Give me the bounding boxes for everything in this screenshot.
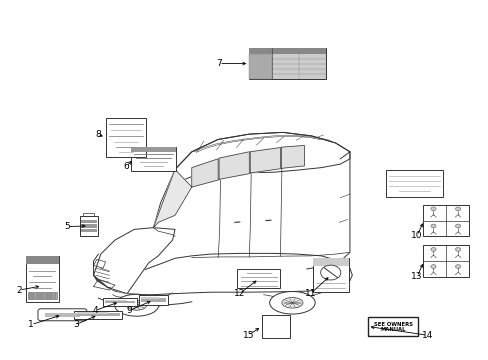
Bar <box>83 213 94 217</box>
Bar <box>130 147 176 171</box>
Bar <box>237 269 280 288</box>
Ellipse shape <box>114 294 159 316</box>
Circle shape <box>454 265 460 269</box>
Bar <box>77 314 120 316</box>
Text: 11: 11 <box>304 289 316 298</box>
Circle shape <box>430 247 435 251</box>
Polygon shape <box>93 228 175 294</box>
Bar <box>81 229 97 232</box>
Text: 1: 1 <box>28 320 34 329</box>
Polygon shape <box>250 148 280 173</box>
Bar <box>104 301 135 303</box>
Bar <box>385 170 443 197</box>
Bar <box>312 258 348 292</box>
Bar <box>139 294 167 305</box>
Circle shape <box>430 224 435 228</box>
Bar <box>249 54 272 80</box>
Bar <box>81 224 97 228</box>
Bar <box>104 300 126 301</box>
Circle shape <box>320 265 340 280</box>
Bar <box>249 48 325 80</box>
Bar <box>140 298 166 302</box>
Text: 5: 5 <box>64 222 70 231</box>
Bar <box>312 258 348 266</box>
Text: 12: 12 <box>234 289 245 298</box>
Bar <box>45 313 80 317</box>
Ellipse shape <box>269 292 315 314</box>
Text: MANUAL: MANUAL <box>380 327 405 332</box>
Bar <box>130 147 176 152</box>
Polygon shape <box>281 145 304 168</box>
Text: 6: 6 <box>123 162 129 171</box>
Ellipse shape <box>126 300 146 310</box>
Circle shape <box>454 224 460 228</box>
Text: 13: 13 <box>410 272 422 281</box>
Bar <box>140 297 159 300</box>
Text: 7: 7 <box>216 59 222 68</box>
Bar <box>27 292 57 299</box>
Bar <box>74 311 122 319</box>
Text: 10: 10 <box>410 231 422 240</box>
FancyBboxPatch shape <box>38 309 87 321</box>
Text: 4: 4 <box>92 306 98 315</box>
Bar <box>77 312 108 314</box>
Bar <box>81 220 97 223</box>
Bar <box>422 245 468 277</box>
Bar <box>80 216 98 236</box>
Ellipse shape <box>281 297 303 308</box>
Polygon shape <box>153 170 191 228</box>
Circle shape <box>430 207 435 211</box>
Bar <box>26 256 59 264</box>
Bar <box>367 317 417 336</box>
Text: 9: 9 <box>126 306 132 315</box>
Bar <box>26 256 59 302</box>
Polygon shape <box>93 253 351 294</box>
Text: 2: 2 <box>17 285 22 294</box>
Bar <box>105 118 146 157</box>
Bar <box>249 48 325 54</box>
Text: 3: 3 <box>73 320 79 329</box>
Polygon shape <box>153 132 349 228</box>
Bar <box>103 298 137 306</box>
Circle shape <box>454 207 460 211</box>
Circle shape <box>430 265 435 269</box>
Polygon shape <box>219 152 249 179</box>
Text: SEE OWNERS: SEE OWNERS <box>373 321 412 327</box>
Text: 8: 8 <box>95 130 101 139</box>
Circle shape <box>454 247 460 251</box>
Text: 15: 15 <box>242 331 254 340</box>
Bar <box>261 315 289 338</box>
Bar <box>422 205 468 237</box>
Polygon shape <box>191 159 218 187</box>
Text: 14: 14 <box>421 331 432 340</box>
